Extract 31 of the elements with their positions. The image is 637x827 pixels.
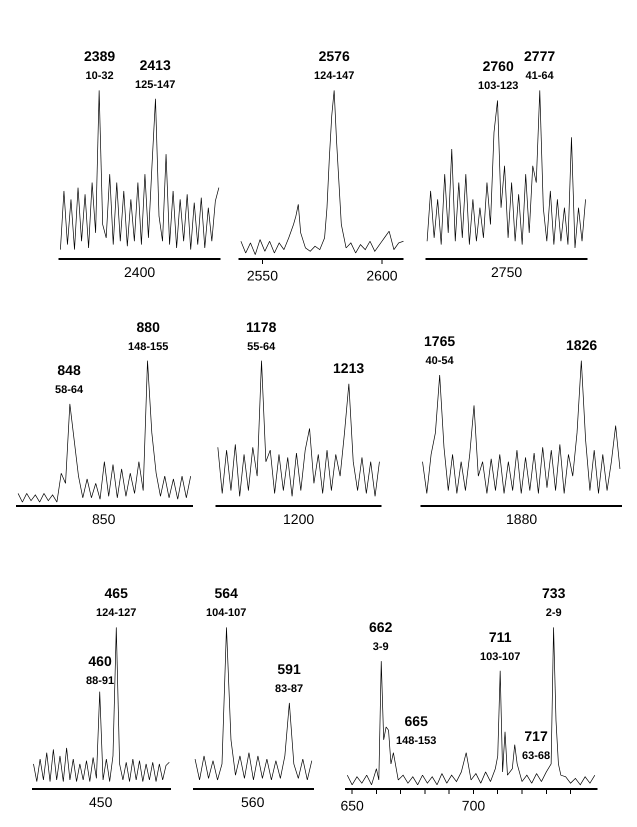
annotation: 880 148-155	[128, 319, 168, 354]
text: 2750	[491, 264, 522, 280]
annotation: 460 88-91	[86, 653, 114, 688]
annotation: 2389 10-32	[84, 48, 116, 82]
annotation: 2777 41-64	[524, 48, 556, 82]
annotation: 1213	[333, 360, 364, 376]
annotation: 733 2-9	[542, 585, 566, 620]
annotation: 1826	[566, 337, 598, 353]
annotation: 711 103-107	[480, 629, 520, 664]
annotation: 2576 124-147	[314, 48, 354, 82]
text: 850	[92, 511, 116, 527]
annotation: 662 3-9	[369, 619, 393, 654]
annotation: 564 104-107	[206, 585, 246, 620]
annotation: 1765 40-54	[424, 333, 456, 368]
text: 1880	[506, 511, 538, 527]
annotation: 591 83-87	[275, 661, 304, 696]
text: 1200	[283, 511, 314, 527]
annotation: 465 124-127	[96, 585, 136, 620]
annotation: 717 63-68	[522, 728, 550, 762]
annotation: 2760 103-123	[478, 58, 518, 92]
text: 450	[89, 794, 113, 810]
annotation: 1178 55-64	[246, 319, 277, 354]
annotation: 2413 125-147	[135, 57, 176, 92]
x-tick-label: 650	[340, 798, 364, 814]
annotation: 848 58-64	[55, 362, 84, 396]
text: 2400	[124, 264, 156, 280]
x-tick-label: 2600	[366, 268, 398, 284]
x-tick-label: 2550	[246, 268, 278, 284]
x-tick-label: 700	[462, 798, 486, 814]
annotation: 665 148-153	[396, 713, 436, 748]
text: 560	[241, 794, 265, 810]
